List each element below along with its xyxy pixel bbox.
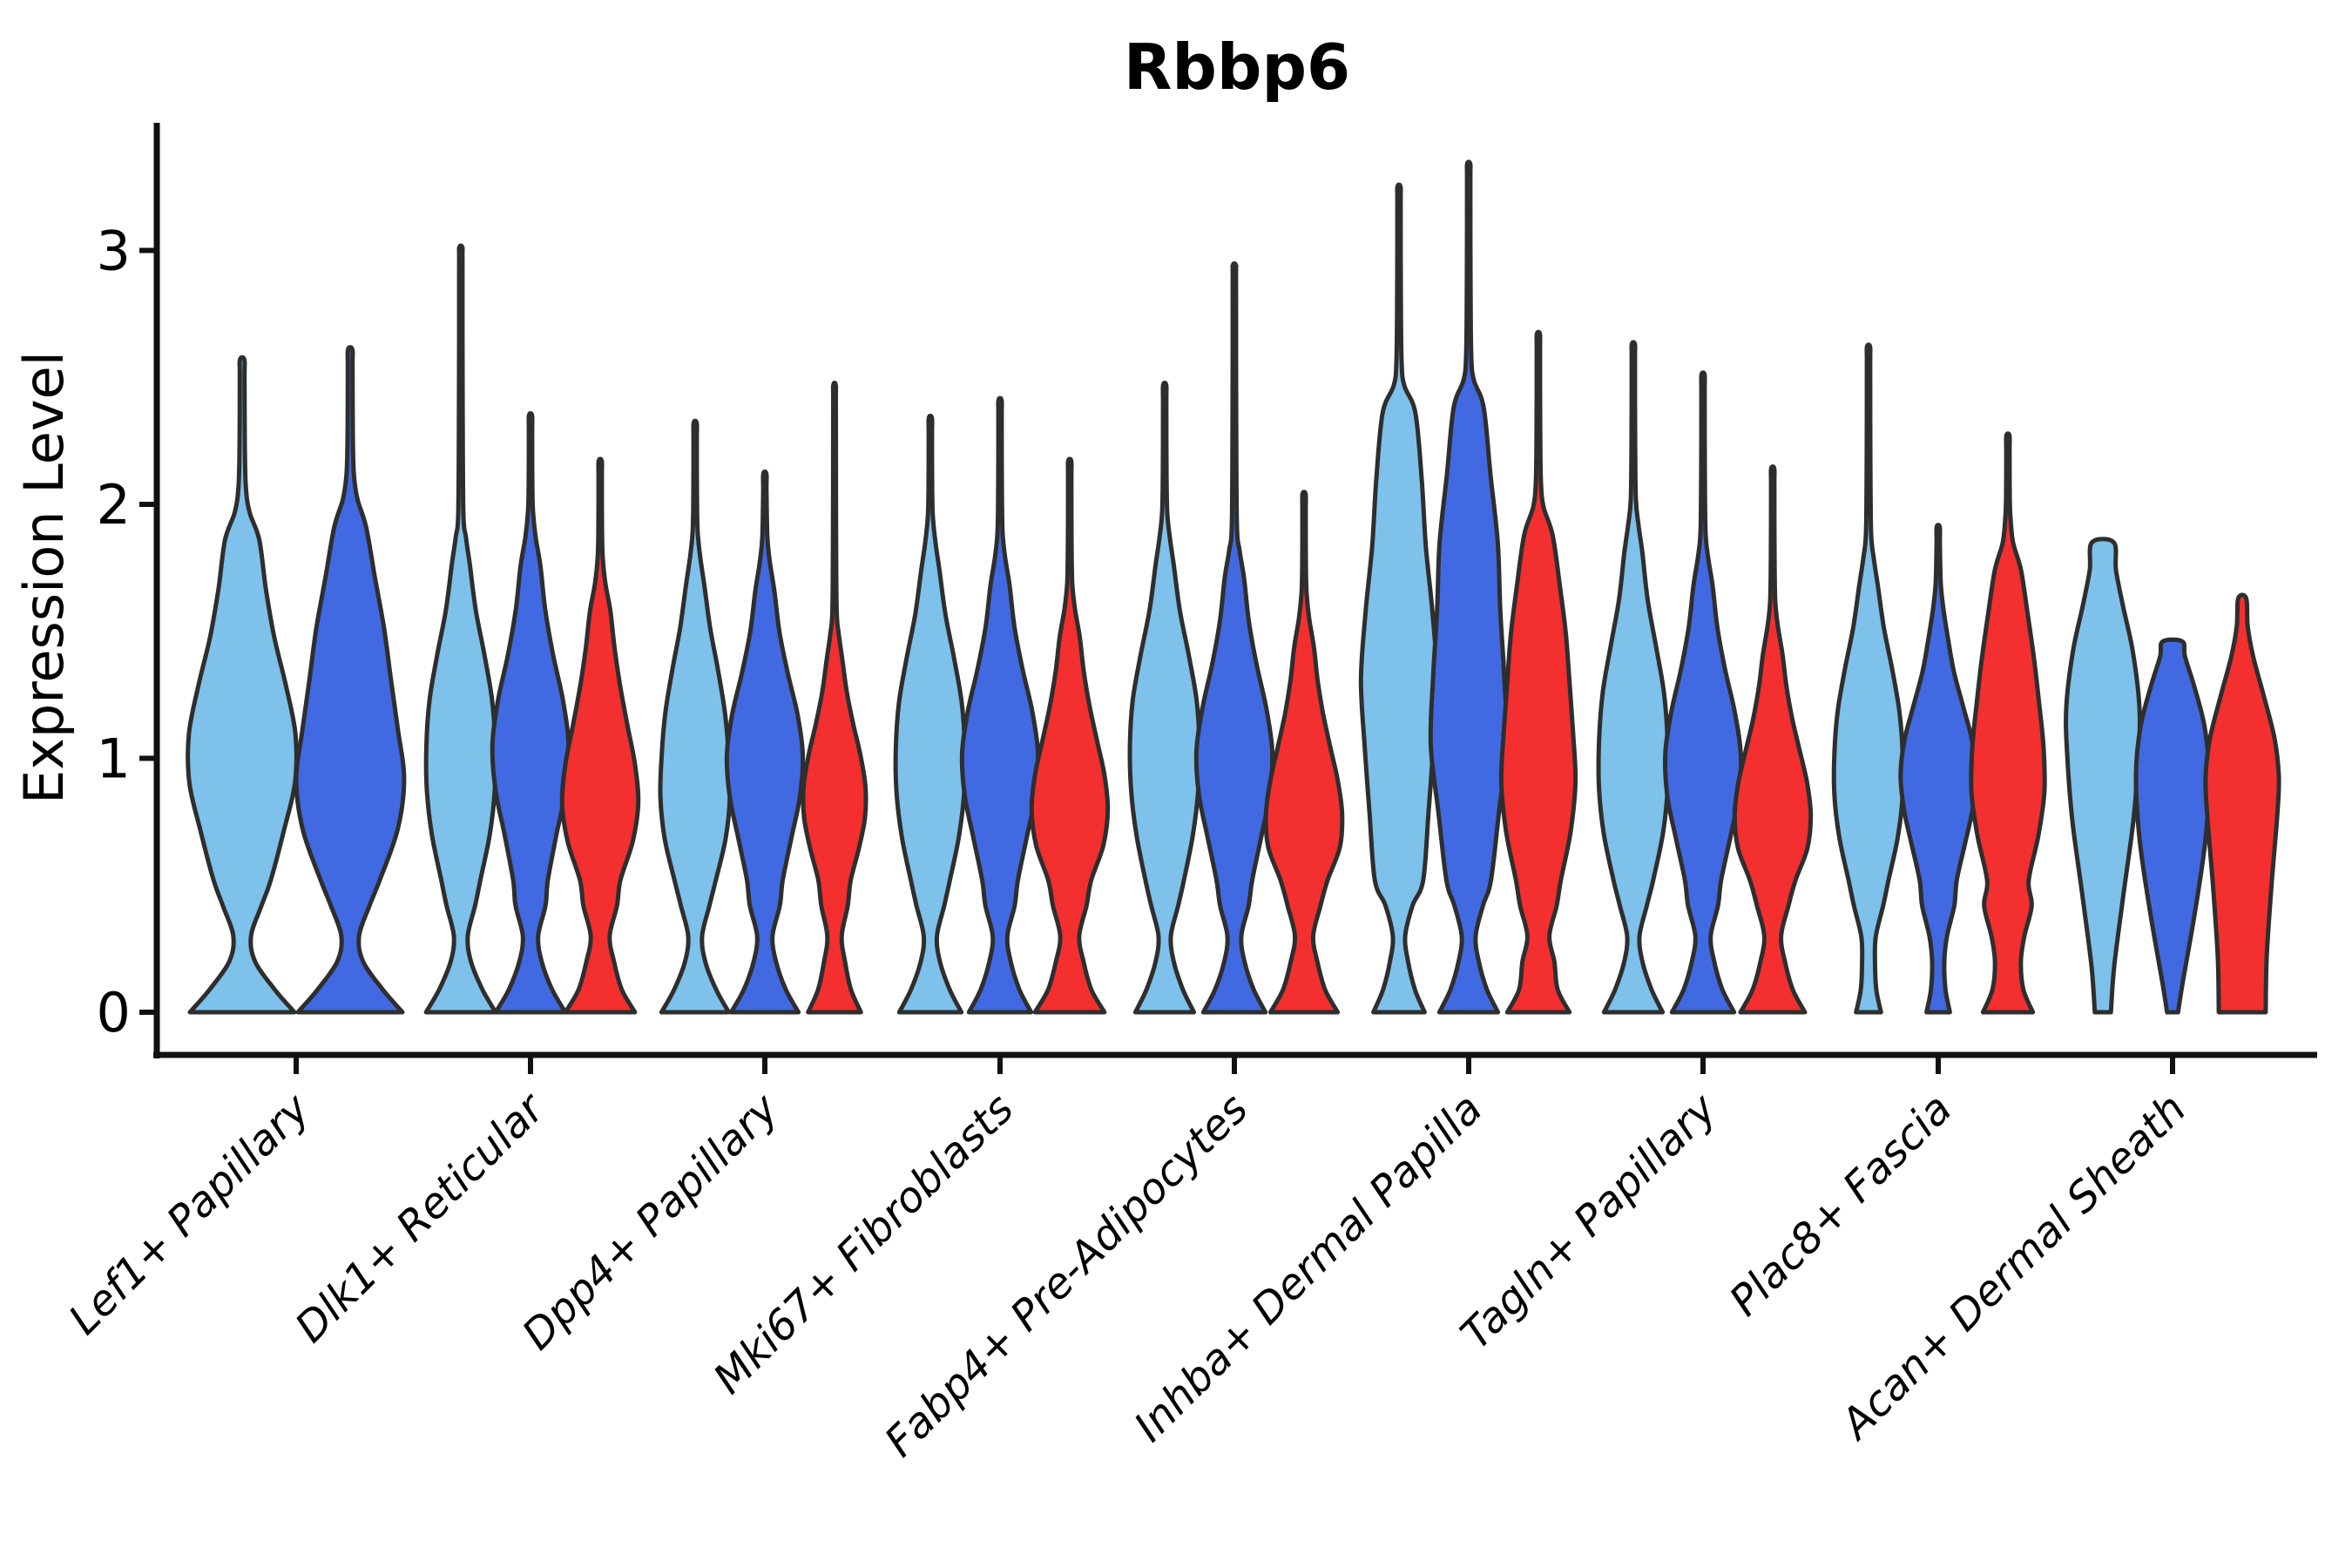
- violin-8-light-blue: [2064, 537, 2142, 1015]
- x-category-labels: Lef1+ Papillary Dlk1+ Reticular Dpp4+ Pa…: [59, 1083, 2195, 1467]
- violin-4-dark-blue: [1193, 261, 1275, 1015]
- axes: [139, 123, 2317, 1074]
- x-label-lef1-papillary: Lef1+ Papillary: [59, 1084, 320, 1344]
- y-axis-label: Expression Level: [12, 351, 76, 804]
- violin-1-light-blue: [423, 243, 498, 1015]
- x-label-tagln-papillary: Tagln+ Papillary: [1451, 1084, 1727, 1359]
- violins-layer: [186, 159, 2281, 1015]
- violin-2-light-blue: [658, 418, 733, 1015]
- violin-7-dark-blue: [1898, 523, 1978, 1015]
- x-label-dpp4-papillary: Dpp4+ Papillary: [513, 1084, 788, 1359]
- violin-7-red: [1969, 431, 2047, 1015]
- y-tick-label-0: 0: [97, 981, 131, 1044]
- violin-6-dark-blue: [1662, 370, 1744, 1015]
- violin-0-light-blue: [186, 355, 299, 1015]
- x-label-dlk1-reticular: Dlk1+ Reticular: [286, 1083, 556, 1353]
- violin-3-red: [1029, 456, 1111, 1015]
- violin-1-red: [559, 456, 641, 1015]
- violin-5-red: [1498, 329, 1578, 1015]
- violin-5-dark-blue: [1428, 159, 1510, 1015]
- violin-1-dark-blue: [490, 411, 571, 1015]
- chart-title: Rbbp6: [1124, 30, 1350, 104]
- violin-3-light-blue: [893, 413, 968, 1015]
- violin-5-light-blue: [1358, 182, 1440, 1015]
- violin-4-red: [1263, 490, 1345, 1015]
- y-tick-label-3: 3: [97, 220, 131, 283]
- violin-2-red: [801, 380, 868, 1015]
- violin-7-light-blue: [1831, 342, 1906, 1015]
- violin-4-light-blue: [1127, 381, 1202, 1015]
- y-tick-label-1: 1: [97, 727, 131, 791]
- violin-8-dark-blue: [2133, 637, 2212, 1015]
- violin-0-dark-blue: [294, 345, 407, 1015]
- violin-2-dark-blue: [724, 470, 806, 1015]
- violin-3-dark-blue: [959, 395, 1041, 1015]
- y-tick-labels: 3 2 1 0: [97, 220, 131, 1045]
- y-tick-label-2: 2: [97, 473, 131, 537]
- violin-6-red: [1732, 464, 1814, 1015]
- x-label-plac8-fascia: Plac8+ Fascia: [1720, 1085, 1962, 1326]
- violin-8-red: [2203, 592, 2281, 1015]
- violin-6-light-blue: [1596, 340, 1671, 1015]
